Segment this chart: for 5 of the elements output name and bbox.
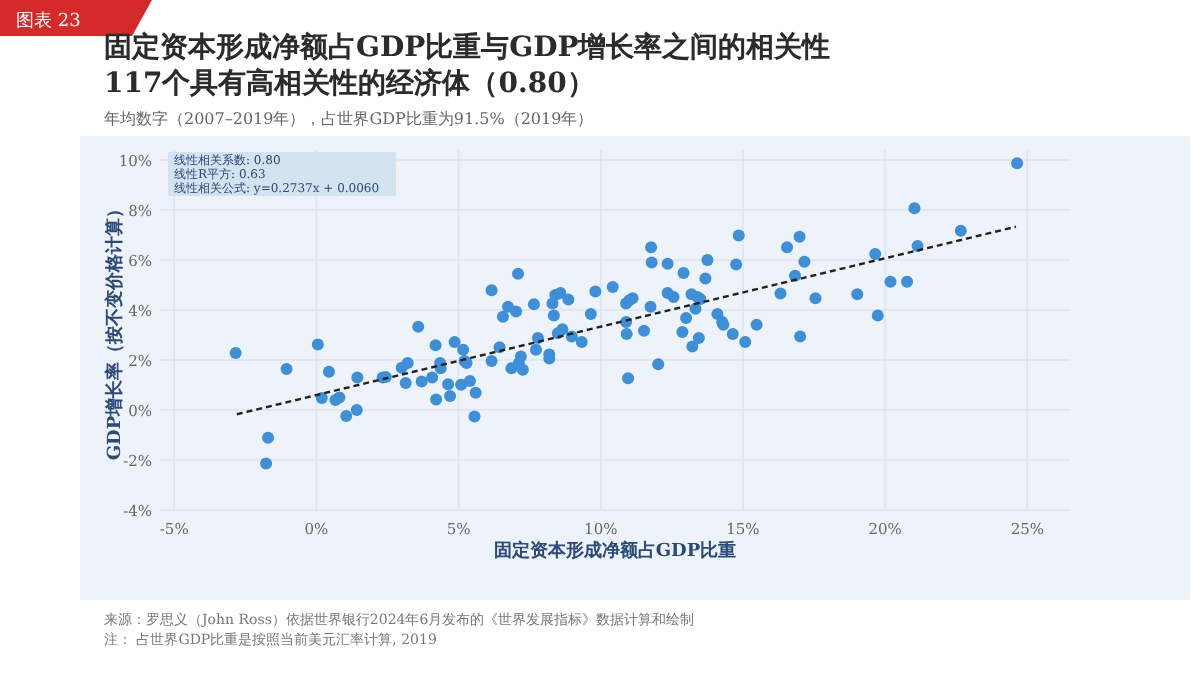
- y-axis-title: GDP增长率（按不变价格计算）: [104, 199, 126, 461]
- chart-title: 固定资本形成净额占GDP比重与GDP增长率之间的相关性 117个具有高相关性的经济体（0.80）: [104, 30, 831, 100]
- x-axis-title: 固定资本形成净额占GDP比重: [493, 540, 737, 562]
- text: 图表 23: [16, 10, 82, 32]
- chart-subtitle: 年均数字（2007–2019年），占世界GDP比重为91.5%（2019年）: [104, 110, 594, 128]
